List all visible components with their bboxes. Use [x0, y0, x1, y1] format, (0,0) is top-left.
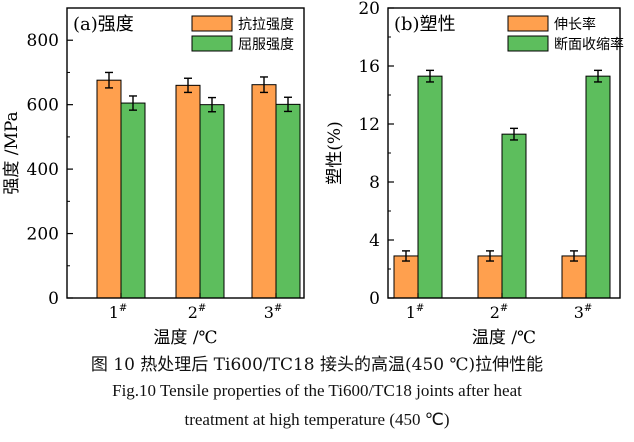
panel-b-xtick-label-1: 1# — [406, 303, 425, 322]
panel-b-ytick-label-4: 16 — [358, 57, 380, 77]
panel-a-xtick-label-3: 3# — [264, 303, 283, 322]
panel-b-yaxis-label: 塑性(%) — [325, 121, 345, 184]
panel-b-ytick-label-3: 12 — [358, 115, 380, 135]
panel-b-legend-label-2: 断面收缩率 — [554, 36, 624, 53]
panel-a-bar-series1-1 — [96, 79, 122, 299]
panel-b-title: (b)塑性 — [394, 14, 456, 35]
panel-b-xtick-label-2: 2# — [490, 303, 509, 322]
panel-b-bar-series1-1 — [393, 255, 419, 299]
panel-a-bar-series2-2 — [199, 104, 225, 299]
panel-b-bar-series1-3 — [561, 255, 587, 299]
figure-caption-chinese: 图 10 热处理后 Ti600/TC18 接头的高温(450 ℃)拉伸性能 — [90, 355, 544, 375]
panel-b-ytick-label-1: 4 — [369, 231, 380, 251]
panel-a-xtick-label-2: 2# — [188, 303, 207, 322]
panel-a-legend-label-2: 屈服强度 — [238, 37, 294, 53]
panel-a-ytick-label-3: 600 — [27, 96, 59, 116]
panel-a-xtick-label-1: 1# — [109, 303, 128, 322]
panel-a-plot-frame — [66, 7, 305, 299]
panel-a-legend-label-1: 抗拉强度 — [238, 17, 294, 33]
panel-a-legend-swatch-2 — [191, 35, 233, 52]
panel-a-xaxis-label: 温度 /℃ — [153, 328, 217, 348]
panel-a-bar-series2-1 — [120, 102, 146, 299]
panel-a-title: (a)强度 — [73, 14, 134, 35]
panel-b-legend-label-1: 伸长率 — [554, 16, 596, 33]
panel-a-yaxis-label: 强度 /MPa — [2, 111, 22, 194]
panel-b-ytick-label-0: 0 — [369, 289, 380, 309]
panel-b-ytick-label-5: 20 — [358, 0, 380, 19]
figure-caption-english-line2: treatment at high temperature (450 ℃) — [184, 410, 450, 429]
panel-a-ytick-label-0: 0 — [48, 289, 59, 309]
panel-b-legend-swatch-2 — [507, 35, 549, 52]
panel-b-bar-series1-2 — [477, 255, 503, 299]
panel-a-ytick-label-1: 200 — [27, 225, 59, 245]
panel-b-bar-series2-1 — [417, 75, 443, 299]
panel-b-xaxis-label: 温度 /℃ — [472, 328, 536, 348]
panel-b-bar-series2-3 — [585, 75, 611, 299]
panel-a-ytick-label-4: 800 — [27, 31, 59, 51]
panel-a-bar-series1-3 — [251, 84, 277, 299]
panel-a-bar-series2-3 — [275, 103, 301, 299]
panel-a-legend-swatch-1 — [191, 15, 233, 32]
panel-b-legend-swatch-1 — [507, 15, 549, 32]
panel-b-xtick-label-3: 3# — [574, 303, 593, 322]
panel-b-bar-series2-2 — [501, 133, 527, 299]
panel-a-ytick-label-2: 400 — [27, 160, 59, 180]
panel-a-bar-series1-2 — [175, 84, 201, 299]
figure-caption-english-line1: Fig.10 Tensile properties of the Ti600/T… — [112, 381, 522, 400]
panel-b-ytick-label-2: 8 — [369, 173, 380, 193]
